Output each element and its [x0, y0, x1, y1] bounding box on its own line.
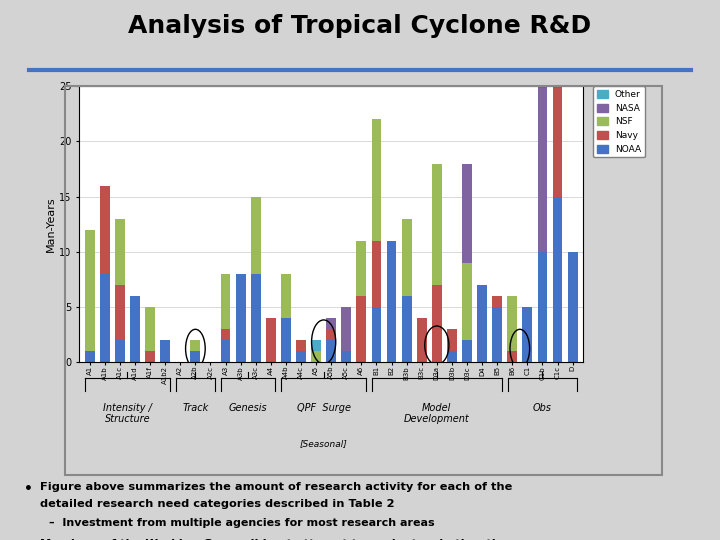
Bar — [281, 318, 291, 362]
Bar — [161, 340, 170, 362]
Bar — [220, 340, 230, 362]
Text: Figure above summarizes the amount of research activity for each of the: Figure above summarizes the amount of re… — [40, 482, 512, 492]
Bar — [492, 296, 502, 307]
Bar — [281, 274, 291, 318]
Text: Model
Development: Model Development — [404, 403, 469, 424]
Bar — [311, 351, 321, 362]
Bar — [326, 318, 336, 329]
Bar — [462, 340, 472, 362]
Bar — [356, 241, 366, 296]
Bar — [191, 351, 200, 362]
Bar — [508, 296, 517, 351]
Bar — [341, 307, 351, 351]
Bar — [251, 274, 261, 362]
Bar — [115, 219, 125, 285]
Bar — [296, 340, 306, 351]
Bar — [85, 230, 94, 351]
Bar — [220, 329, 230, 340]
Bar — [145, 307, 155, 351]
Text: Members of the Working Group did not attempt to evaluate whether there was: Members of the Working Group did not att… — [40, 539, 550, 540]
Bar — [417, 318, 427, 362]
Bar — [356, 296, 366, 362]
Bar — [538, 31, 547, 252]
Bar — [85, 351, 94, 362]
Text: [Seasonal]: [Seasonal] — [300, 440, 348, 449]
Bar — [568, 252, 577, 362]
Bar — [145, 351, 155, 362]
Legend: Other, NASA, NSF, Navy, NOAA: Other, NASA, NSF, Navy, NOAA — [593, 86, 644, 157]
Bar — [235, 274, 246, 362]
Bar — [266, 318, 276, 362]
Bar — [402, 219, 412, 296]
Bar — [553, 197, 562, 362]
Bar — [402, 296, 412, 362]
Bar — [492, 307, 502, 362]
Bar — [311, 340, 321, 351]
Bar — [220, 274, 230, 329]
Text: •: • — [24, 539, 32, 540]
Bar — [251, 197, 261, 274]
Bar — [372, 119, 382, 241]
Bar — [387, 241, 397, 362]
Bar — [447, 351, 456, 362]
Text: Genesis: Genesis — [229, 403, 268, 413]
Bar — [100, 274, 109, 362]
Text: Track: Track — [182, 403, 209, 413]
Bar — [523, 307, 532, 362]
Bar — [341, 351, 351, 362]
Bar — [326, 340, 336, 362]
Bar — [462, 164, 472, 262]
Bar — [115, 285, 125, 340]
Bar — [553, 64, 562, 197]
Bar — [372, 307, 382, 362]
Text: •: • — [24, 482, 32, 496]
Bar — [100, 186, 109, 274]
Text: QPF  Surge: QPF Surge — [297, 403, 351, 413]
Bar — [538, 252, 547, 362]
Bar — [296, 351, 306, 362]
Bar — [432, 164, 442, 285]
Text: Analysis of Tropical Cyclone R&D: Analysis of Tropical Cyclone R&D — [128, 15, 592, 38]
Text: detailed research need categories described in Table 2: detailed research need categories descri… — [40, 499, 394, 509]
Bar — [508, 351, 517, 362]
Bar — [326, 329, 336, 340]
Bar — [462, 262, 472, 340]
Bar — [372, 241, 382, 307]
Bar — [115, 340, 125, 362]
Text: –  Investment from multiple agencies for most research areas: – Investment from multiple agencies for … — [49, 518, 435, 528]
Bar — [191, 340, 200, 351]
Bar — [447, 329, 456, 351]
Bar — [130, 296, 140, 362]
Bar — [477, 285, 487, 362]
Text: Intensity /
Structure: Intensity / Structure — [103, 403, 152, 424]
Text: Obs: Obs — [533, 403, 552, 413]
Bar — [432, 285, 442, 362]
Y-axis label: Man-Years: Man-Years — [46, 196, 56, 252]
